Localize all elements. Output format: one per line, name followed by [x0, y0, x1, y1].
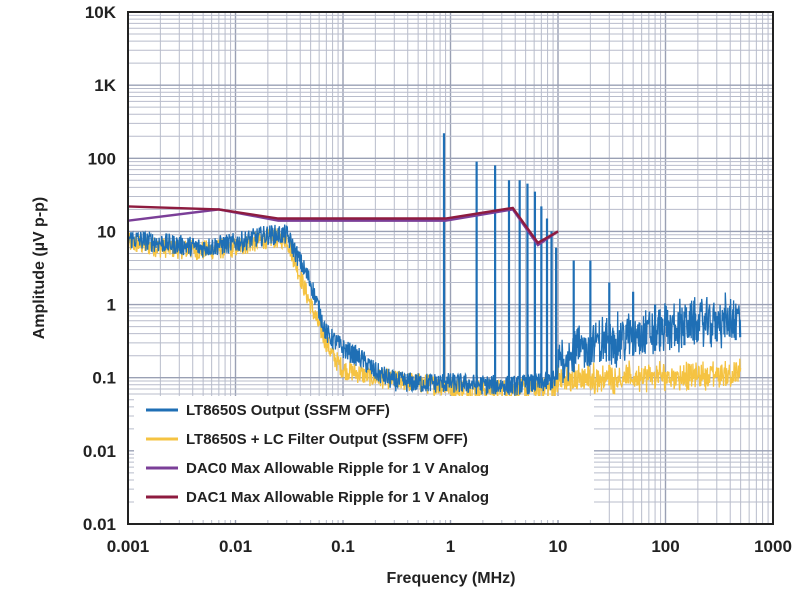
- y-tick-label: 0.01: [83, 442, 116, 461]
- y-tick-label: 0.1: [92, 369, 116, 388]
- series-1: [127, 133, 742, 396]
- series-layer: [127, 133, 742, 401]
- y-tick-label: 1K: [94, 76, 116, 95]
- x-tick-label: 0.1: [331, 537, 355, 556]
- x-tick-label: 1000: [754, 537, 792, 556]
- x-tick-label: 100: [651, 537, 679, 556]
- series-line: [127, 205, 559, 245]
- legend-label: LT8650S Output (SSFM OFF): [186, 402, 390, 419]
- x-tick-label: 0.01: [219, 537, 252, 556]
- x-tick-labels: 0.001 0.01 0.1 1 10 100 1000: [107, 537, 792, 556]
- y-tick-labels: 0.01 0.01 0.1 1 10 100 1K 10K: [83, 3, 117, 534]
- legend-label: DAC0 Max Allowable Ripple for 1 V Analog: [186, 460, 489, 477]
- x-axis-title: Frequency (MHz): [387, 570, 516, 587]
- y-axis-title: Amplitude (µV p-p): [31, 197, 48, 340]
- series-line: [127, 224, 742, 396]
- x-tick-label: 0.001: [107, 537, 150, 556]
- y-tick-label: 10: [97, 222, 116, 241]
- legend-box: [134, 396, 594, 520]
- legend: LT8650S Output (SSFM OFF) LT8650S + LC Fi…: [134, 396, 594, 520]
- legend-label: LT8650S + LC Filter Output (SSFM OFF): [186, 431, 468, 448]
- y-tick-label: 100: [88, 149, 116, 168]
- y-tick-label: 0.01: [83, 515, 116, 534]
- plot-frame: [127, 11, 774, 525]
- y-tick-label: 1: [107, 296, 116, 315]
- series-4: [127, 205, 559, 245]
- y-tick-label: 10K: [85, 3, 117, 22]
- x-tick-label: 1: [446, 537, 455, 556]
- x-tick-label: 10: [549, 537, 568, 556]
- legend-label: DAC1 Max Allowable Ripple for 1 V Analog: [186, 489, 489, 506]
